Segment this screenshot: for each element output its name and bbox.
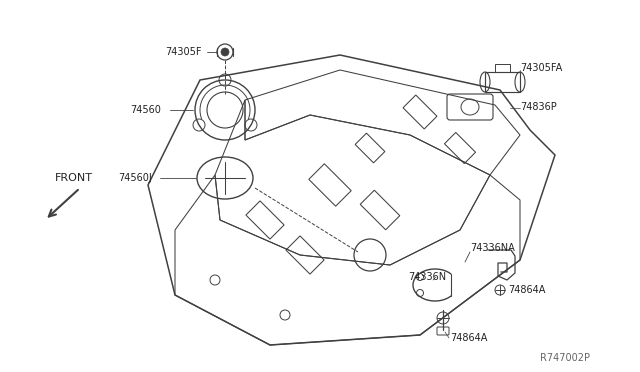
- Text: 74305F: 74305F: [165, 47, 202, 57]
- Text: 74336NA: 74336NA: [470, 243, 515, 253]
- Text: 74336N: 74336N: [408, 272, 446, 282]
- Text: FRONT: FRONT: [55, 173, 93, 183]
- Circle shape: [221, 48, 229, 56]
- Text: 74836P: 74836P: [520, 102, 557, 112]
- Text: 74560J: 74560J: [118, 173, 152, 183]
- Text: R747002P: R747002P: [540, 353, 590, 363]
- Text: 74305FA: 74305FA: [520, 63, 563, 73]
- Text: 74864A: 74864A: [450, 333, 488, 343]
- Text: 74864A: 74864A: [508, 285, 545, 295]
- Text: 74560: 74560: [130, 105, 161, 115]
